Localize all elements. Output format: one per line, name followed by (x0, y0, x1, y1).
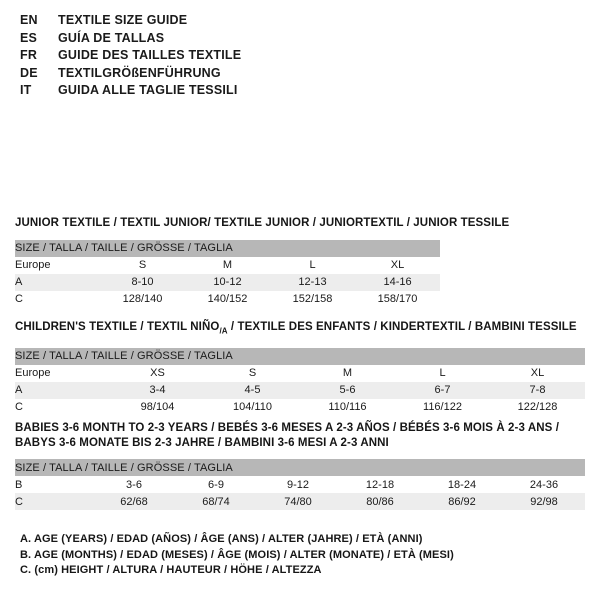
babies-row-label-b: B (15, 476, 93, 493)
childrens-age-l: 6-7 (395, 381, 490, 399)
height-measure-figure: C (440, 0, 600, 210)
section-childrens-textile: CHILDREN'S TEXTILE / TEXTIL NIÑO/A / TEX… (15, 320, 585, 416)
language-row-fr: FR GUIDE DES TAILLES TEXTILE (20, 48, 440, 66)
childrens-height-xs: 98/104 (110, 398, 205, 416)
language-title-en: TEXTILE SIZE GUIDE (58, 13, 188, 27)
junior-height-s: 128/140 (100, 290, 185, 308)
babies-size-bar-label: SIZE / TALLA / TAILLE / GRÖSSE / TAGLIA (15, 459, 585, 476)
babies-months-6: 24-36 (503, 476, 585, 493)
language-code-de: DE (20, 65, 38, 80)
babies-months-1: 3-6 (93, 476, 175, 493)
babies-size-bar-row: SIZE / TALLA / TAILLE / GRÖSSE / TAGLIA (15, 459, 585, 476)
childrens-age-xs: 3-4 (110, 381, 205, 399)
junior-row-label-europe: Europe (15, 256, 100, 274)
legend-line-a: A. AGE (YEARS) / EDAD (AÑOS) / ÂGE (ANS)… (20, 533, 423, 545)
language-title-es: GUÍA DE TALLAS (58, 30, 165, 45)
babies-months-5: 18-24 (421, 476, 503, 493)
childrens-title-subscript: /A (219, 326, 228, 336)
babies-row-label-c: C (15, 493, 93, 510)
childrens-height-xl: 122/128 (490, 398, 585, 416)
junior-row-label-a: A (15, 273, 100, 291)
table-row: B 3-6 6-9 9-12 12-18 18-24 24-36 (15, 476, 585, 493)
legend-line-b: B. AGE (MONTHS) / EDAD (MESES) / ÂGE (MO… (20, 548, 454, 561)
junior-size-bar-label: SIZE / TALLA / TAILLE / GRÖSSE / TAGLIA (15, 239, 441, 257)
language-title-de: TEXTILGRÖßENFÜHRUNG (58, 65, 221, 80)
babies-height-1: 62/68 (93, 493, 175, 510)
table-row: Europe S M L XL (15, 256, 441, 274)
language-code-it: IT (20, 83, 32, 97)
babies-months-2: 6-9 (175, 476, 257, 493)
legend-line-c: C. (cm) HEIGHT / ALTURA / HAUTEUR / HÖHE… (20, 564, 322, 576)
language-row-en: EN TEXTILE SIZE GUIDE (20, 13, 440, 31)
junior-age-s: 8-10 (100, 273, 185, 291)
language-title-it: GUIDA ALLE TAGLIE TESSILI (58, 83, 238, 97)
childrens-height-l: 116/122 (395, 398, 490, 416)
junior-row-label-c: C (15, 290, 100, 308)
childrens-size-bar-label: SIZE / TALLA / TAILLE / GRÖSSE / TAGLIA (15, 347, 585, 365)
junior-size-m: M (185, 256, 270, 274)
section-junior-title: JUNIOR TEXTILE / TEXTIL JUNIOR/ TEXTILE … (15, 217, 510, 229)
junior-height-m: 140/152 (185, 290, 270, 308)
childrens-title-post: / TEXTILE DES ENFANTS / KINDERTEXTIL / B… (227, 321, 577, 333)
childrens-size-s: S (205, 364, 300, 382)
childrens-age-m: 5-6 (300, 381, 395, 399)
table-row: Europe XS S M L XL (15, 364, 585, 382)
section-childrens-title: CHILDREN'S TEXTILE / TEXTIL NIÑO/A / TEX… (15, 320, 585, 339)
babies-height-2: 68/74 (175, 493, 257, 510)
language-row-es: ES GUÍA DE TALLAS (20, 31, 440, 49)
junior-age-m: 10-12 (185, 273, 270, 291)
measurement-legend: A. AGE (YEARS) / EDAD (AÑOS) / ÂGE (ANS)… (20, 532, 454, 579)
childrens-row-label-c: C (15, 398, 110, 416)
language-code-es: ES (20, 30, 38, 45)
childrens-row-label-europe: Europe (15, 364, 110, 382)
childrens-height-m: 110/116 (300, 398, 395, 416)
junior-height-l: 152/158 (270, 290, 355, 308)
childrens-row-label-a: A (15, 381, 110, 399)
language-title-fr: GUIDE DES TAILLES TEXTILE (58, 48, 242, 62)
table-row: A 8-10 10-12 12-13 14-16 (15, 273, 441, 291)
language-code-en: EN (20, 13, 38, 27)
table-row: C 98/104 104/110 110/116 116/122 122/128 (15, 398, 585, 416)
babies-size-table: SIZE / TALLA / TAILLE / GRÖSSE / TAGLIA … (15, 459, 585, 510)
babies-months-3: 9-12 (257, 476, 339, 493)
section-babies-textile: BABIES 3-6 MONTH TO 2-3 YEARS / BEBÉS 3-… (15, 421, 585, 510)
junior-age-l: 12-13 (270, 273, 355, 291)
babies-height-4: 80/86 (339, 493, 421, 510)
table-row: A 3-4 4-5 5-6 6-7 7-8 (15, 381, 585, 399)
section-babies-title-line1: BABIES 3-6 MONTH TO 2-3 YEARS / BEBÉS 3-… (15, 422, 559, 434)
childrens-height-s: 104/110 (205, 398, 300, 416)
junior-size-s: S (100, 256, 185, 274)
junior-size-l: L (270, 256, 355, 274)
language-code-fr: FR (20, 48, 38, 62)
language-row-it: IT GUIDA ALLE TAGLIE TESSILI (20, 83, 440, 101)
junior-height-xl: 158/170 (355, 290, 441, 308)
junior-size-table: SIZE / TALLA / TAILLE / GRÖSSE / TAGLIA … (15, 239, 441, 308)
section-junior-textile: JUNIOR TEXTILE / TEXTIL JUNIOR/ TEXTILE … (15, 216, 509, 308)
babies-height-3: 74/80 (257, 493, 339, 510)
childrens-age-xl: 7-8 (490, 381, 585, 399)
childrens-size-m: M (300, 364, 395, 382)
language-title-block: EN TEXTILE SIZE GUIDE ES GUÍA DE TALLAS … (20, 13, 440, 101)
childrens-size-xs: XS (110, 364, 205, 382)
childrens-size-table: SIZE / TALLA / TAILLE / GRÖSSE / TAGLIA … (15, 347, 585, 416)
table-row: C 62/68 68/74 74/80 80/86 86/92 92/98 (15, 493, 585, 510)
table-row: C 128/140 140/152 152/158 158/170 (15, 290, 441, 308)
childrens-size-bar-row: SIZE / TALLA / TAILLE / GRÖSSE / TAGLIA (15, 347, 585, 365)
childrens-title-pre: CHILDREN'S TEXTILE / TEXTIL NIÑO (15, 321, 220, 333)
section-babies-title-line2: BABYS 3-6 MONATE BIS 2-3 JAHRE / BAMBINI… (15, 436, 389, 449)
language-row-de: DE TEXTILGRÖßENFÜHRUNG (20, 66, 440, 84)
junior-size-bar-row: SIZE / TALLA / TAILLE / GRÖSSE / TAGLIA (15, 239, 441, 257)
childrens-size-l: L (395, 364, 490, 382)
junior-size-xl: XL (355, 256, 441, 274)
babies-months-4: 12-18 (339, 476, 421, 493)
childrens-age-s: 4-5 (205, 381, 300, 399)
childrens-size-xl: XL (490, 364, 585, 382)
babies-height-5: 86/92 (421, 493, 503, 510)
babies-height-6: 92/98 (503, 493, 585, 510)
junior-age-xl: 14-16 (355, 273, 441, 291)
